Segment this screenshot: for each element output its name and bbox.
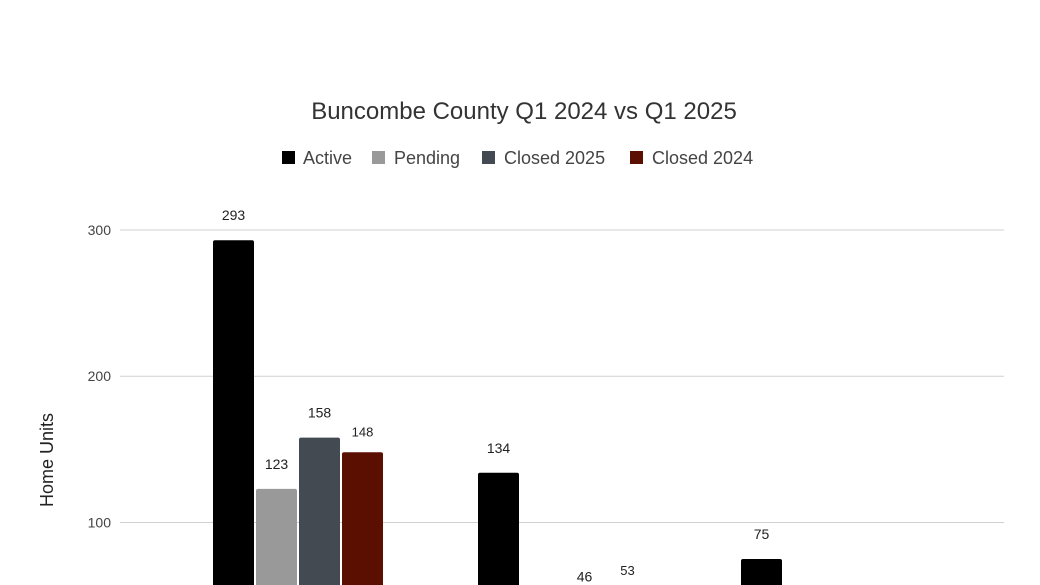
legend-swatch-closed-2025: [482, 151, 495, 164]
legend-swatch-closed-2024: [630, 151, 643, 164]
legend-label-closed-2024: Closed 2024: [652, 148, 753, 168]
data-label-closed-2025-group-2: 46: [577, 568, 593, 584]
bar-closed-2025-group-1: [299, 437, 340, 585]
y-tick-label-300: 300: [88, 222, 112, 238]
bar-active-group-1: [213, 240, 254, 585]
legend-label-pending: Pending: [394, 148, 460, 168]
legend-label-active: Active: [303, 148, 352, 168]
data-label-closed-2025-group-1: 158: [308, 405, 332, 421]
legend-label-closed-2025: Closed 2025: [504, 148, 605, 168]
bars: [213, 240, 782, 585]
legend: Active Pending Closed 2025 Closed 2024: [282, 148, 753, 168]
legend-swatch-pending: [372, 151, 385, 164]
data-labels: 293 134 75 123 37 158 46 148 53: [222, 207, 770, 585]
y-axis-ticks: 100 200 300: [88, 222, 112, 530]
y-tick-label-100: 100: [88, 514, 112, 530]
bar-pending-group-1: [256, 488, 297, 585]
data-label-pending-group-2: 37: [534, 582, 550, 585]
data-label-closed-2024-group-2: 53: [620, 563, 634, 578]
bar-active-group-2: [478, 472, 519, 585]
data-label-active-group-2: 134: [487, 440, 511, 456]
data-label-active-group-1: 293: [222, 207, 246, 223]
y-tick-label-200: 200: [88, 368, 112, 384]
legend-swatch-active: [282, 151, 295, 164]
data-label-pending-group-1: 123: [265, 456, 289, 472]
bar-active-group-3: [741, 559, 782, 585]
data-label-closed-2024-group-1: 148: [352, 424, 374, 439]
bar-closed-2024-group-1: [342, 452, 383, 585]
data-label-active-group-3: 75: [754, 526, 770, 542]
y-axis-label: Home Units: [37, 413, 57, 507]
chart-title: Buncombe County Q1 2024 vs Q1 2025: [311, 98, 737, 125]
